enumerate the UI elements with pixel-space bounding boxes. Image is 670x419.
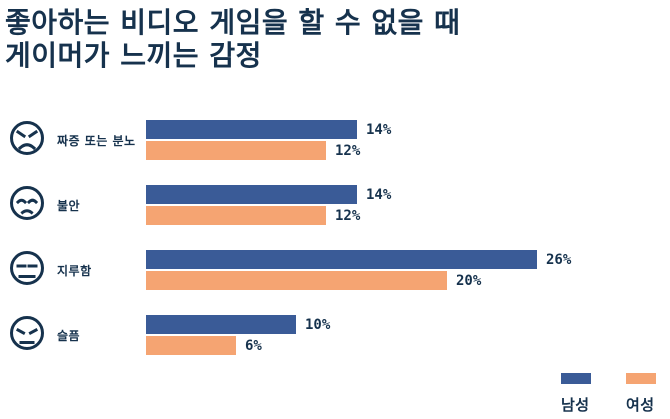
bar-group: 14% 12% [146, 120, 391, 162]
value-label-female: 12% [335, 207, 361, 224]
value-label-female: 12% [335, 142, 361, 159]
chart-title-line1: 좋아하는 비디오 게임을 할 수 없을 때 [5, 6, 461, 39]
bar-male [146, 185, 357, 204]
chart-row-anger: 짜증 또는 분노 14% 12% [0, 120, 670, 160]
legend-swatch-male-icon [561, 373, 591, 384]
legend-item-male: 남성 [561, 373, 605, 415]
chart-row-boredom: 지루함 26% 20% [0, 250, 670, 290]
bar-female [146, 336, 236, 355]
sad-face-icon [7, 312, 47, 352]
anxious-face-icon [7, 182, 47, 222]
bar-male [146, 315, 296, 334]
value-label-female: 20% [456, 272, 482, 289]
value-label-male: 14% [366, 121, 392, 138]
bar-female [146, 141, 326, 160]
bar-female [146, 271, 447, 290]
bored-face-icon [7, 247, 47, 287]
value-label-female: 6% [245, 337, 262, 354]
bar-group: 14% 12% [146, 185, 391, 227]
bar-group: 26% 20% [146, 250, 571, 292]
category-label: 지루함 [57, 263, 92, 278]
legend-swatch-female-icon [626, 373, 656, 384]
chart-title: 좋아하는 비디오 게임을 할 수 없을 때 게이머가 느끼는 감정 [5, 6, 460, 72]
category-label: 짜증 또는 분노 [57, 133, 136, 148]
bar-group: 10% 6% [146, 315, 330, 357]
value-label-male: 14% [366, 186, 392, 203]
value-label-male: 26% [546, 251, 572, 268]
legend-item-female: 여성 [626, 373, 670, 415]
category-label: 슬픔 [57, 328, 81, 343]
legend-label-female: 여성 [626, 396, 655, 414]
chart-row-anxiety: 불안 14% 12% [0, 185, 670, 225]
bar-female [146, 206, 326, 225]
category-label: 불안 [57, 198, 81, 213]
value-label-male: 10% [305, 316, 331, 333]
legend-label-male: 남성 [561, 396, 590, 414]
chart-title-line2: 게이머가 느끼는 감정 [5, 39, 262, 72]
angry-face-icon [7, 117, 47, 157]
chart-row-sadness: 슬픔 10% 6% [0, 315, 670, 355]
bar-male [146, 250, 537, 269]
bar-male [146, 120, 357, 139]
